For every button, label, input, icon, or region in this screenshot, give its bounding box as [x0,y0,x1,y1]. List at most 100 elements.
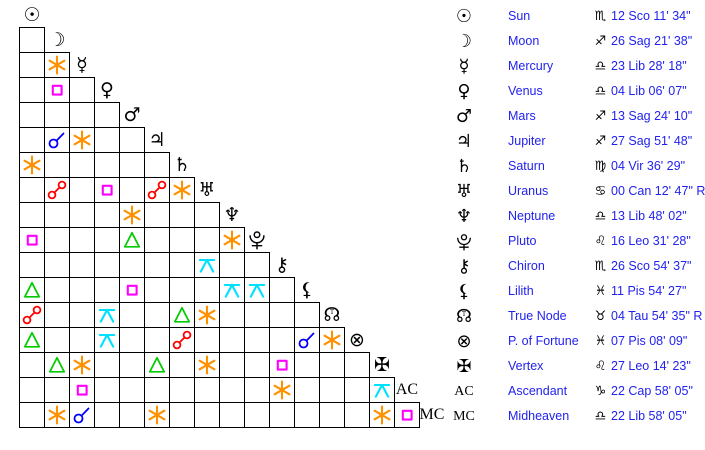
aspect-cell-ascendant-true-node [319,377,345,403]
aspect-cell-ascendant-uranus [194,377,220,403]
planet-table-row-jupiter: ♃ Jupiter ♐ 27 Sag 51' 48" [448,129,704,154]
planet-position: 27 Sag 51' 48" [611,134,693,148]
vertex-glyph: ✠ [374,354,390,376]
lilith-table-symbol-icon: ⚸ [448,279,480,304]
aspect-cell-midheaven-lilith [294,402,320,428]
square-aspect-icon [270,353,294,377]
aspect-cell-lilith-jupiter [144,277,170,303]
aspect-cell-chiron-pluto [244,252,270,278]
zodiac-sign-icon: ♑ [594,384,607,399]
true-node-t-marker: T [329,309,334,316]
aspect-cell-jupiter-venus [94,127,120,153]
aspect-cell-lilith-uranus [194,277,220,303]
aspect-cell-neptune-saturn [169,202,195,228]
aspect-cell-midheaven-chiron [269,402,295,428]
aspect-cell-moon-sun [19,27,45,53]
jupiter-glyph: ♃ [148,129,166,151]
venus-symbol-icon: ♀ [94,77,120,103]
aspect-cell-pluto-mars [119,227,145,253]
aspect-cell-neptune-sun [19,202,45,228]
conjunction-aspect-icon [45,128,69,152]
aspect-cell-jupiter-sun [19,127,45,153]
aspect-cell-fortune-mercury [69,327,95,353]
aspect-cell-saturn-mars [119,152,145,178]
planet-name: Vertex [508,359,544,373]
opposition-aspect-icon [145,178,169,202]
jupiter-table-symbol-icon: ♃ [448,129,480,154]
aspect-cell-true-node-jupiter [144,302,170,328]
aspect-cell-true-node-lilith [294,302,320,328]
sextile-aspect-icon [70,353,94,377]
sextile-aspect-icon [70,128,94,152]
aspect-cell-pluto-venus [94,227,120,253]
mars-symbol-icon: ♂ [119,102,145,128]
planet-table-row-mars: ♂ Mars ♐ 13 Sag 24' 10" [448,104,704,129]
planet-name: Sun [508,9,531,23]
planet-name: Midheaven [508,409,570,423]
zodiac-sign-icon: ♉ [594,309,607,324]
planet-position: 04 Vir 36' 29" [611,159,686,173]
aspect-cell-vertex-venus [94,352,120,378]
fortune-symbol-icon: ⊗ [344,327,370,353]
midheaven-glyph: MC [419,406,445,423]
aspect-cell-vertex-neptune [219,352,245,378]
aspect-cell-uranus-mars [119,177,145,203]
zodiac-sign-icon: ♌ [594,234,607,249]
neptune-table-symbol-icon: ♆ [448,204,480,229]
planet-name: Lilith [508,284,534,298]
planet-table-row-pluto: Pluto ♌ 16 Leo 31' 28" [448,229,704,254]
zodiac-sign-icon: ♎ [594,84,607,99]
aspect-cell-pluto-jupiter [144,227,170,253]
aspect-cell-saturn-jupiter [144,152,170,178]
mars-glyph: ♂ [123,104,141,126]
aspect-cell-vertex-sun [19,352,45,378]
square-aspect-icon [395,403,419,427]
aspect-cell-midheaven-uranus [194,402,220,428]
trine-aspect-icon [120,228,144,252]
sextile-aspect-icon [120,203,144,227]
moon-symbol-icon: ☽ [44,27,70,53]
aspect-cell-venus-sun [19,77,45,103]
aspect-cell-true-node-mars [119,302,145,328]
vertex-glyph: ✠ [456,356,472,377]
planet-name: True Node [508,309,567,323]
aspect-cell-saturn-mercury [69,152,95,178]
aspect-cell-lilith-saturn [169,277,195,303]
aspect-cell-vertex-mars [119,352,145,378]
zodiac-sign-icon: ♓ [594,334,607,349]
planet-position: 04 Tau 54' 35" R [611,309,703,323]
aspect-cell-ascendant-moon [44,377,70,403]
fortune-glyph: ⊗ [349,329,365,351]
moon-glyph: ☽ [48,29,66,51]
neptune-symbol-icon: ♆ [219,202,245,228]
sextile-aspect-icon [320,328,344,352]
uranus-glyph: ♅ [198,179,216,201]
aspect-cell-ascendant-jupiter [144,377,170,403]
aspect-cell-fortune-pluto [244,327,270,353]
aspect-cell-ascendant-fortune [344,377,370,403]
saturn-glyph: ♄ [173,154,191,176]
planet-table-row-mercury: ☿ Mercury ♎ 23 Lib 28' 18" [448,54,704,79]
true-node-glyph: ☊ T [323,304,341,326]
aspect-cell-ascendant-mars [119,377,145,403]
aspect-cell-fortune-uranus [194,327,220,353]
aspect-cell-vertex-fortune [344,352,370,378]
planet-table-row-venus: ♀ Venus ♎ 04 Lib 06' 07" [448,79,704,104]
moon-glyph: ☽ [455,31,473,52]
aspect-cell-mars-mercury [69,102,95,128]
aspect-cell-ascendant-sun [19,377,45,403]
sextile-aspect-icon [45,53,69,77]
square-aspect-icon [20,228,44,252]
mercury-glyph: ☿ [458,56,470,77]
aspect-cell-midheaven-sun [19,402,45,428]
square-aspect-icon [45,78,69,102]
aspect-cell-saturn-moon [44,152,70,178]
zodiac-sign-icon: ♋ [594,184,607,199]
venus-table-symbol-icon: ♀ [448,79,480,104]
midheaven-glyph: MC [453,408,475,424]
venus-glyph: ♀ [457,81,471,102]
ascendant-table-symbol-icon: AC [448,379,480,404]
quincunx-aspect-icon [220,278,244,302]
aspect-cell-midheaven-pluto [244,402,270,428]
